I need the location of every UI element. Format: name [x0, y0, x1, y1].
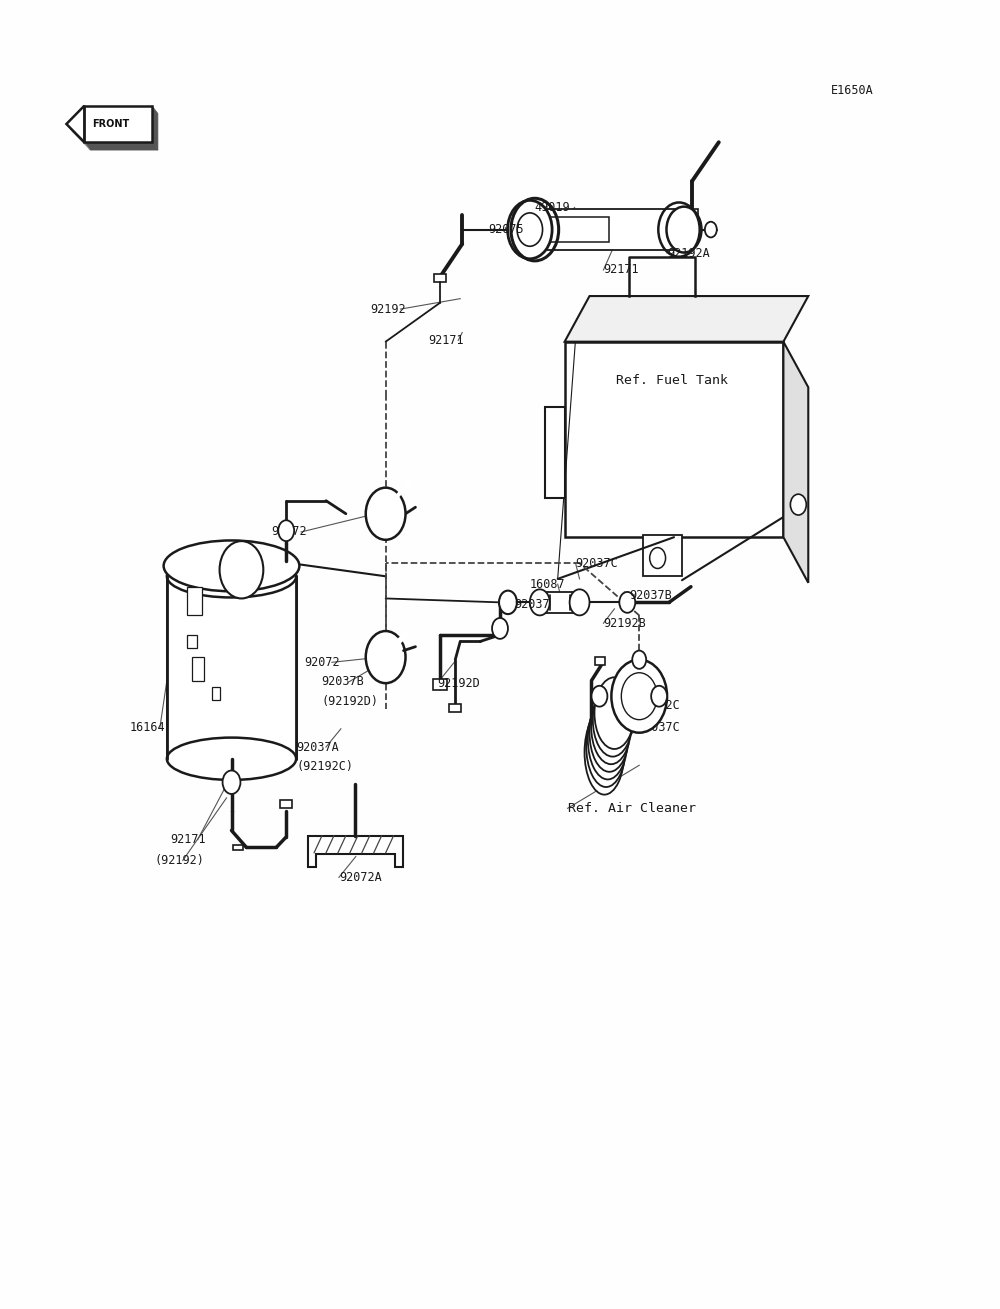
Ellipse shape — [167, 555, 296, 597]
Text: 92171: 92171 — [170, 833, 205, 846]
Bar — [595, 657, 605, 665]
Text: 49019: 49019 — [535, 200, 570, 213]
Text: 92075: 92075 — [488, 223, 524, 236]
Circle shape — [591, 686, 607, 707]
Ellipse shape — [164, 541, 299, 592]
Text: Ref. Fuel Tank: Ref. Fuel Tank — [616, 374, 728, 387]
Circle shape — [223, 771, 240, 795]
Circle shape — [651, 686, 667, 707]
Circle shape — [517, 213, 543, 246]
Bar — [540, 592, 580, 613]
Polygon shape — [84, 106, 152, 143]
Text: 92037B: 92037B — [629, 589, 672, 602]
Text: 92037C: 92037C — [576, 556, 618, 569]
Circle shape — [366, 488, 406, 539]
Text: 92171: 92171 — [603, 263, 639, 276]
Circle shape — [650, 547, 666, 568]
Polygon shape — [565, 342, 783, 537]
Circle shape — [499, 590, 517, 614]
Polygon shape — [66, 124, 90, 151]
Polygon shape — [545, 407, 565, 499]
Text: 92037B: 92037B — [321, 675, 364, 689]
Circle shape — [492, 618, 508, 639]
Ellipse shape — [167, 737, 296, 780]
Circle shape — [278, 520, 294, 541]
Circle shape — [611, 660, 667, 733]
Circle shape — [666, 207, 701, 253]
Text: 92037: 92037 — [514, 598, 550, 611]
Ellipse shape — [586, 704, 626, 787]
Polygon shape — [152, 106, 158, 151]
Text: 92192D: 92192D — [437, 677, 480, 690]
Text: FRONT: FRONT — [92, 119, 130, 130]
Bar — [449, 704, 461, 712]
Text: 92192: 92192 — [371, 302, 406, 315]
Bar — [212, 687, 220, 700]
Circle shape — [790, 495, 806, 514]
Text: (92192C): (92192C) — [296, 761, 353, 774]
Bar — [540, 217, 609, 242]
Circle shape — [705, 221, 717, 237]
Text: 92072: 92072 — [271, 525, 307, 538]
Bar — [280, 801, 292, 808]
Bar — [433, 679, 447, 690]
Circle shape — [619, 592, 635, 613]
Circle shape — [530, 589, 550, 615]
Bar — [233, 844, 243, 850]
Text: Ref. Air Cleaner: Ref. Air Cleaner — [568, 802, 696, 814]
Polygon shape — [167, 576, 296, 759]
Text: E1650A: E1650A — [831, 84, 874, 97]
Bar — [643, 534, 682, 576]
Ellipse shape — [585, 709, 624, 795]
Bar — [187, 586, 202, 615]
Ellipse shape — [591, 689, 631, 764]
Text: 16164: 16164 — [130, 721, 166, 734]
Text: 16087: 16087 — [530, 577, 565, 590]
Text: (92192D): (92192D) — [321, 695, 378, 708]
Bar — [192, 657, 204, 681]
Polygon shape — [565, 296, 808, 342]
Text: 92072A: 92072A — [339, 870, 382, 884]
Circle shape — [570, 589, 590, 615]
Text: 92192B: 92192B — [603, 617, 646, 630]
Circle shape — [366, 631, 406, 683]
Text: 92192A: 92192A — [667, 246, 710, 259]
Bar — [434, 274, 446, 281]
Text: 92192C: 92192C — [637, 699, 680, 712]
Polygon shape — [84, 143, 158, 151]
Ellipse shape — [590, 694, 629, 772]
Circle shape — [220, 541, 263, 598]
Text: 92072: 92072 — [304, 656, 340, 669]
Text: (92192): (92192) — [155, 853, 205, 867]
Text: 92171: 92171 — [428, 334, 464, 347]
Ellipse shape — [594, 677, 634, 749]
Bar — [187, 635, 197, 648]
Text: 92037C: 92037C — [637, 721, 680, 734]
Bar — [686, 208, 698, 216]
Text: 92037A: 92037A — [296, 741, 339, 754]
Circle shape — [508, 200, 552, 259]
Polygon shape — [66, 106, 84, 143]
Bar — [530, 208, 684, 250]
Ellipse shape — [593, 683, 633, 757]
Circle shape — [632, 651, 646, 669]
Ellipse shape — [588, 699, 628, 779]
Polygon shape — [783, 342, 808, 583]
Circle shape — [621, 673, 657, 720]
Polygon shape — [308, 835, 403, 867]
